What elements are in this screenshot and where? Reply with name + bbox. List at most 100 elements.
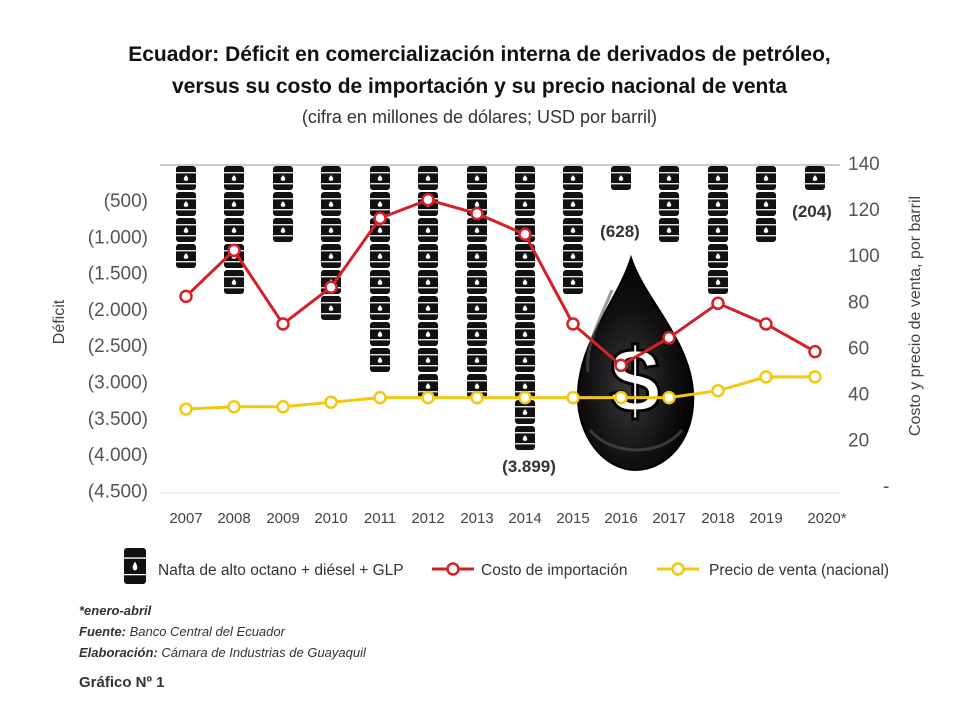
barrel-drop (377, 331, 383, 337)
deficit-bar (515, 166, 535, 450)
barrel-drop (183, 175, 189, 181)
barrel-drop (231, 279, 237, 285)
data-label: (628) (600, 222, 640, 241)
legend-label: Costo de importación (481, 562, 627, 579)
right-tick-label: 120 (848, 200, 880, 221)
x-tick-label: 2015 (556, 510, 589, 527)
barrel-drop (280, 175, 286, 181)
barrel-drop (474, 331, 480, 337)
barrel-drop (183, 201, 189, 207)
barrel-drop (231, 227, 237, 233)
deficit-bar (321, 166, 341, 320)
barrel-drop (377, 279, 383, 285)
barrel-drop (474, 175, 480, 181)
left-axis-label: Déficit (51, 299, 68, 344)
barrel-drop (812, 175, 818, 181)
left-tick-label: (2.500) (88, 336, 148, 357)
data-label: (204) (792, 202, 832, 221)
left-tick-label: (3.000) (88, 373, 148, 394)
left-tick-label: (4.500) (88, 481, 148, 502)
barrel-drop (715, 201, 721, 207)
right-tick-label: 140 (848, 154, 880, 175)
barrel-drop (522, 201, 528, 207)
barrel-drop (474, 201, 480, 207)
barrel-drop (425, 175, 431, 181)
legend-costo-marker (446, 562, 460, 576)
barrel-drop (231, 201, 237, 207)
costo-importacion-point (421, 193, 435, 207)
barrel-drop (715, 279, 721, 285)
barrel-drop (377, 253, 383, 259)
barrel-drop (763, 201, 769, 207)
barrel-drop (522, 253, 528, 259)
chart-title-line2: versus su costo de importación y su prec… (171, 75, 788, 98)
right-tick-label: 20 (848, 431, 869, 452)
chart-title-line1: Ecuador: Déficit en comercialización int… (128, 43, 831, 66)
barrel-drop (570, 253, 576, 259)
precio-venta-point (614, 390, 628, 405)
left-tick-label: (2.000) (88, 300, 148, 321)
source-text: Banco Central del Ecuador (125, 624, 285, 639)
right-tick-label: 100 (848, 246, 880, 267)
costo-importacion-point (179, 289, 193, 304)
left-tick-label: (500) (104, 191, 148, 212)
right-tick-label: 40 (848, 385, 869, 406)
precio-venta-point (759, 370, 773, 384)
barrel-drop (474, 305, 480, 311)
barrel-drop (280, 201, 286, 207)
barrel-drop (522, 435, 528, 441)
right-axis-label: Costo y precio de venta, por barril (907, 196, 924, 436)
costo-importacion-point (566, 317, 580, 331)
x-tick-label: 2012 (411, 510, 444, 527)
x-tick-label: 2017 (652, 510, 685, 527)
right-tick-label: 60 (848, 338, 869, 359)
barrel-drop (715, 253, 721, 259)
costo-importacion-point (470, 206, 484, 221)
barrel-drop (377, 201, 383, 207)
elaboration-text: Cámara de Industrias de Guayaquil (157, 645, 366, 660)
barrel-drop (183, 227, 189, 233)
barrel-drop (425, 383, 431, 389)
deficit-bar (756, 166, 776, 242)
legend-label: Precio de venta (nacional) (709, 562, 889, 579)
x-tick-label: 2007 (169, 510, 202, 527)
deficit-bar (611, 166, 631, 190)
left-tick-label: (1.000) (88, 227, 148, 248)
barrel-drop (183, 253, 189, 259)
precio-venta-point (711, 383, 725, 398)
barrel-drop (522, 305, 528, 311)
barrel-drop (570, 201, 576, 207)
costo-importacion-point (711, 296, 725, 311)
deficit-bar (418, 166, 438, 398)
costo-importacion-point (276, 317, 290, 331)
left-tick-label: (4.000) (88, 445, 148, 466)
deficit-bar (708, 166, 728, 294)
barrel-drop (570, 279, 576, 285)
barrel-drop (328, 253, 334, 259)
barrel-drop (280, 227, 286, 233)
x-tick-label: 2018 (701, 510, 734, 527)
barrel-drop (522, 409, 528, 415)
precio-venta-point (566, 390, 580, 405)
costo-importacion-point (662, 331, 676, 345)
barrel-drop (425, 305, 431, 311)
barrel-drop (328, 201, 334, 207)
x-tick-label: 2008 (217, 510, 250, 527)
barrel-drop (425, 279, 431, 285)
barrel-drop (231, 175, 237, 181)
barrel-drop (522, 175, 528, 181)
barrel-drop (474, 253, 480, 259)
deficit-bar (224, 166, 244, 294)
oil-drop-dollar-icon: $ (576, 254, 695, 472)
x-tick-label: 2011 (364, 510, 396, 527)
costo-importacion-point (373, 211, 387, 225)
deficit-bar (370, 166, 390, 372)
data-label: (3.899) (502, 457, 556, 476)
barrel-drop (763, 227, 769, 233)
precio-venta-point (662, 390, 676, 405)
barrel-drop (474, 227, 480, 233)
costo-importacion-point (518, 227, 532, 242)
barrel-drop (715, 227, 721, 233)
deficit-bar (467, 166, 487, 398)
